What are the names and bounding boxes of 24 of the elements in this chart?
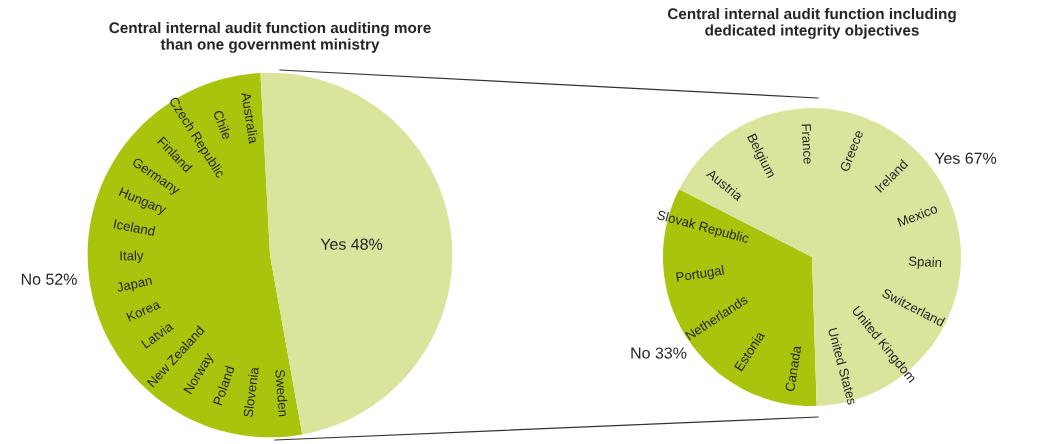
chart-title: Central internal audit function auditing more than one government ministry — [109, 21, 431, 53]
text: Japan — [116, 275, 153, 295]
slice-label: No 52% — [21, 273, 77, 285]
pie-slice — [260, 72, 453, 435]
slice-label: Yes 67% — [934, 152, 997, 164]
text: Spain — [908, 255, 942, 270]
text: Slovak Republic — [655, 209, 750, 246]
text: Portugal — [675, 264, 725, 285]
text: Canada — [784, 345, 802, 392]
text: Iceland — [113, 218, 156, 237]
text: Greece — [839, 129, 864, 173]
text: Slovenia — [243, 366, 260, 418]
slice-label: Yes 48% — [320, 238, 383, 250]
text: Korea — [126, 299, 162, 322]
text: Sweden — [275, 369, 289, 417]
slice-label: No 33% — [631, 347, 687, 359]
text: France — [801, 124, 813, 165]
pie-slice — [87, 72, 303, 438]
text: Mexico — [897, 203, 938, 227]
text: Australia — [241, 91, 259, 144]
chart-title: Central internal audit function including dedicated integrity objectives — [667, 7, 956, 39]
text: Italy — [120, 250, 144, 264]
text: United States — [827, 327, 858, 406]
text: Poland — [212, 365, 235, 406]
